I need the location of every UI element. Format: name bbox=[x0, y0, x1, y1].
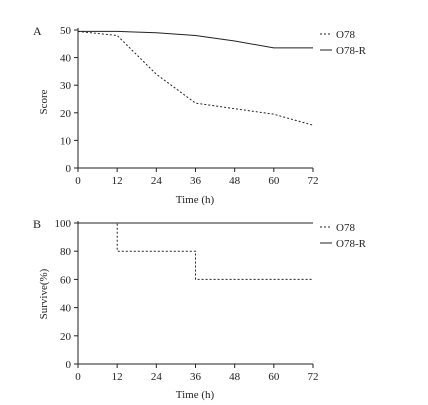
x-tick-label: 12 bbox=[112, 175, 123, 187]
y-tick-label: 20 bbox=[60, 108, 72, 120]
y-tick-label: 80 bbox=[60, 246, 72, 258]
y-tick-label: 0 bbox=[66, 359, 72, 371]
series-line-o78 bbox=[77, 30, 314, 126]
y-tick-label: 40 bbox=[60, 303, 72, 315]
y-tick-label: 10 bbox=[60, 135, 72, 147]
x-tick-label: 0 bbox=[75, 371, 81, 383]
x-tick-label: 72 bbox=[308, 175, 319, 187]
series-line-o78 bbox=[78, 222, 313, 280]
x-tick-label: 12 bbox=[112, 371, 123, 383]
panel-b: B Survive(%) Time (h) 0 12 24 36 48 60 72 0 20 40… bbox=[33, 217, 367, 401]
y-tick-label: 60 bbox=[60, 274, 72, 286]
legend-label: O78 bbox=[336, 29, 355, 41]
y-tick-label: 0 bbox=[66, 163, 72, 175]
x-axis-title-b: Time (h) bbox=[176, 389, 215, 401]
x-axis-title-a: Time (h) bbox=[176, 194, 215, 206]
x-tick-label: 0 bbox=[75, 175, 81, 187]
series-line-o78-r bbox=[78, 30, 313, 49]
y-tick-label: 50 bbox=[60, 25, 72, 37]
legend-label: O78-R bbox=[336, 45, 367, 57]
panel-a: A Score Time (h) 0 12 24 36 48 60 72 0 10 20 30 40 5… bbox=[33, 24, 367, 206]
x-tick-label: 36 bbox=[190, 371, 202, 383]
y-axis-title-a: Score bbox=[38, 89, 50, 114]
x-tick-label: 60 bbox=[268, 371, 280, 383]
x-tick-label: 24 bbox=[151, 371, 163, 383]
x-tick-label: 60 bbox=[268, 175, 280, 187]
x-tick-label: 36 bbox=[190, 175, 202, 187]
y-tick-label: 40 bbox=[60, 53, 72, 65]
y-tick-label: 20 bbox=[60, 331, 72, 343]
panel-label-a: A bbox=[33, 24, 42, 38]
x-tick-label: 48 bbox=[229, 175, 241, 187]
x-tick-label: 72 bbox=[308, 371, 319, 383]
y-tick-label: 30 bbox=[60, 80, 72, 92]
legend-label: O78-R bbox=[336, 238, 367, 250]
panel-label-b: B bbox=[33, 217, 41, 231]
x-tick-label: 24 bbox=[151, 175, 163, 187]
legend-label: O78 bbox=[336, 222, 355, 234]
y-tick-label: 100 bbox=[55, 218, 72, 230]
y-axis-title-b: Survive(%) bbox=[38, 268, 50, 319]
x-tick-label: 48 bbox=[229, 371, 241, 383]
